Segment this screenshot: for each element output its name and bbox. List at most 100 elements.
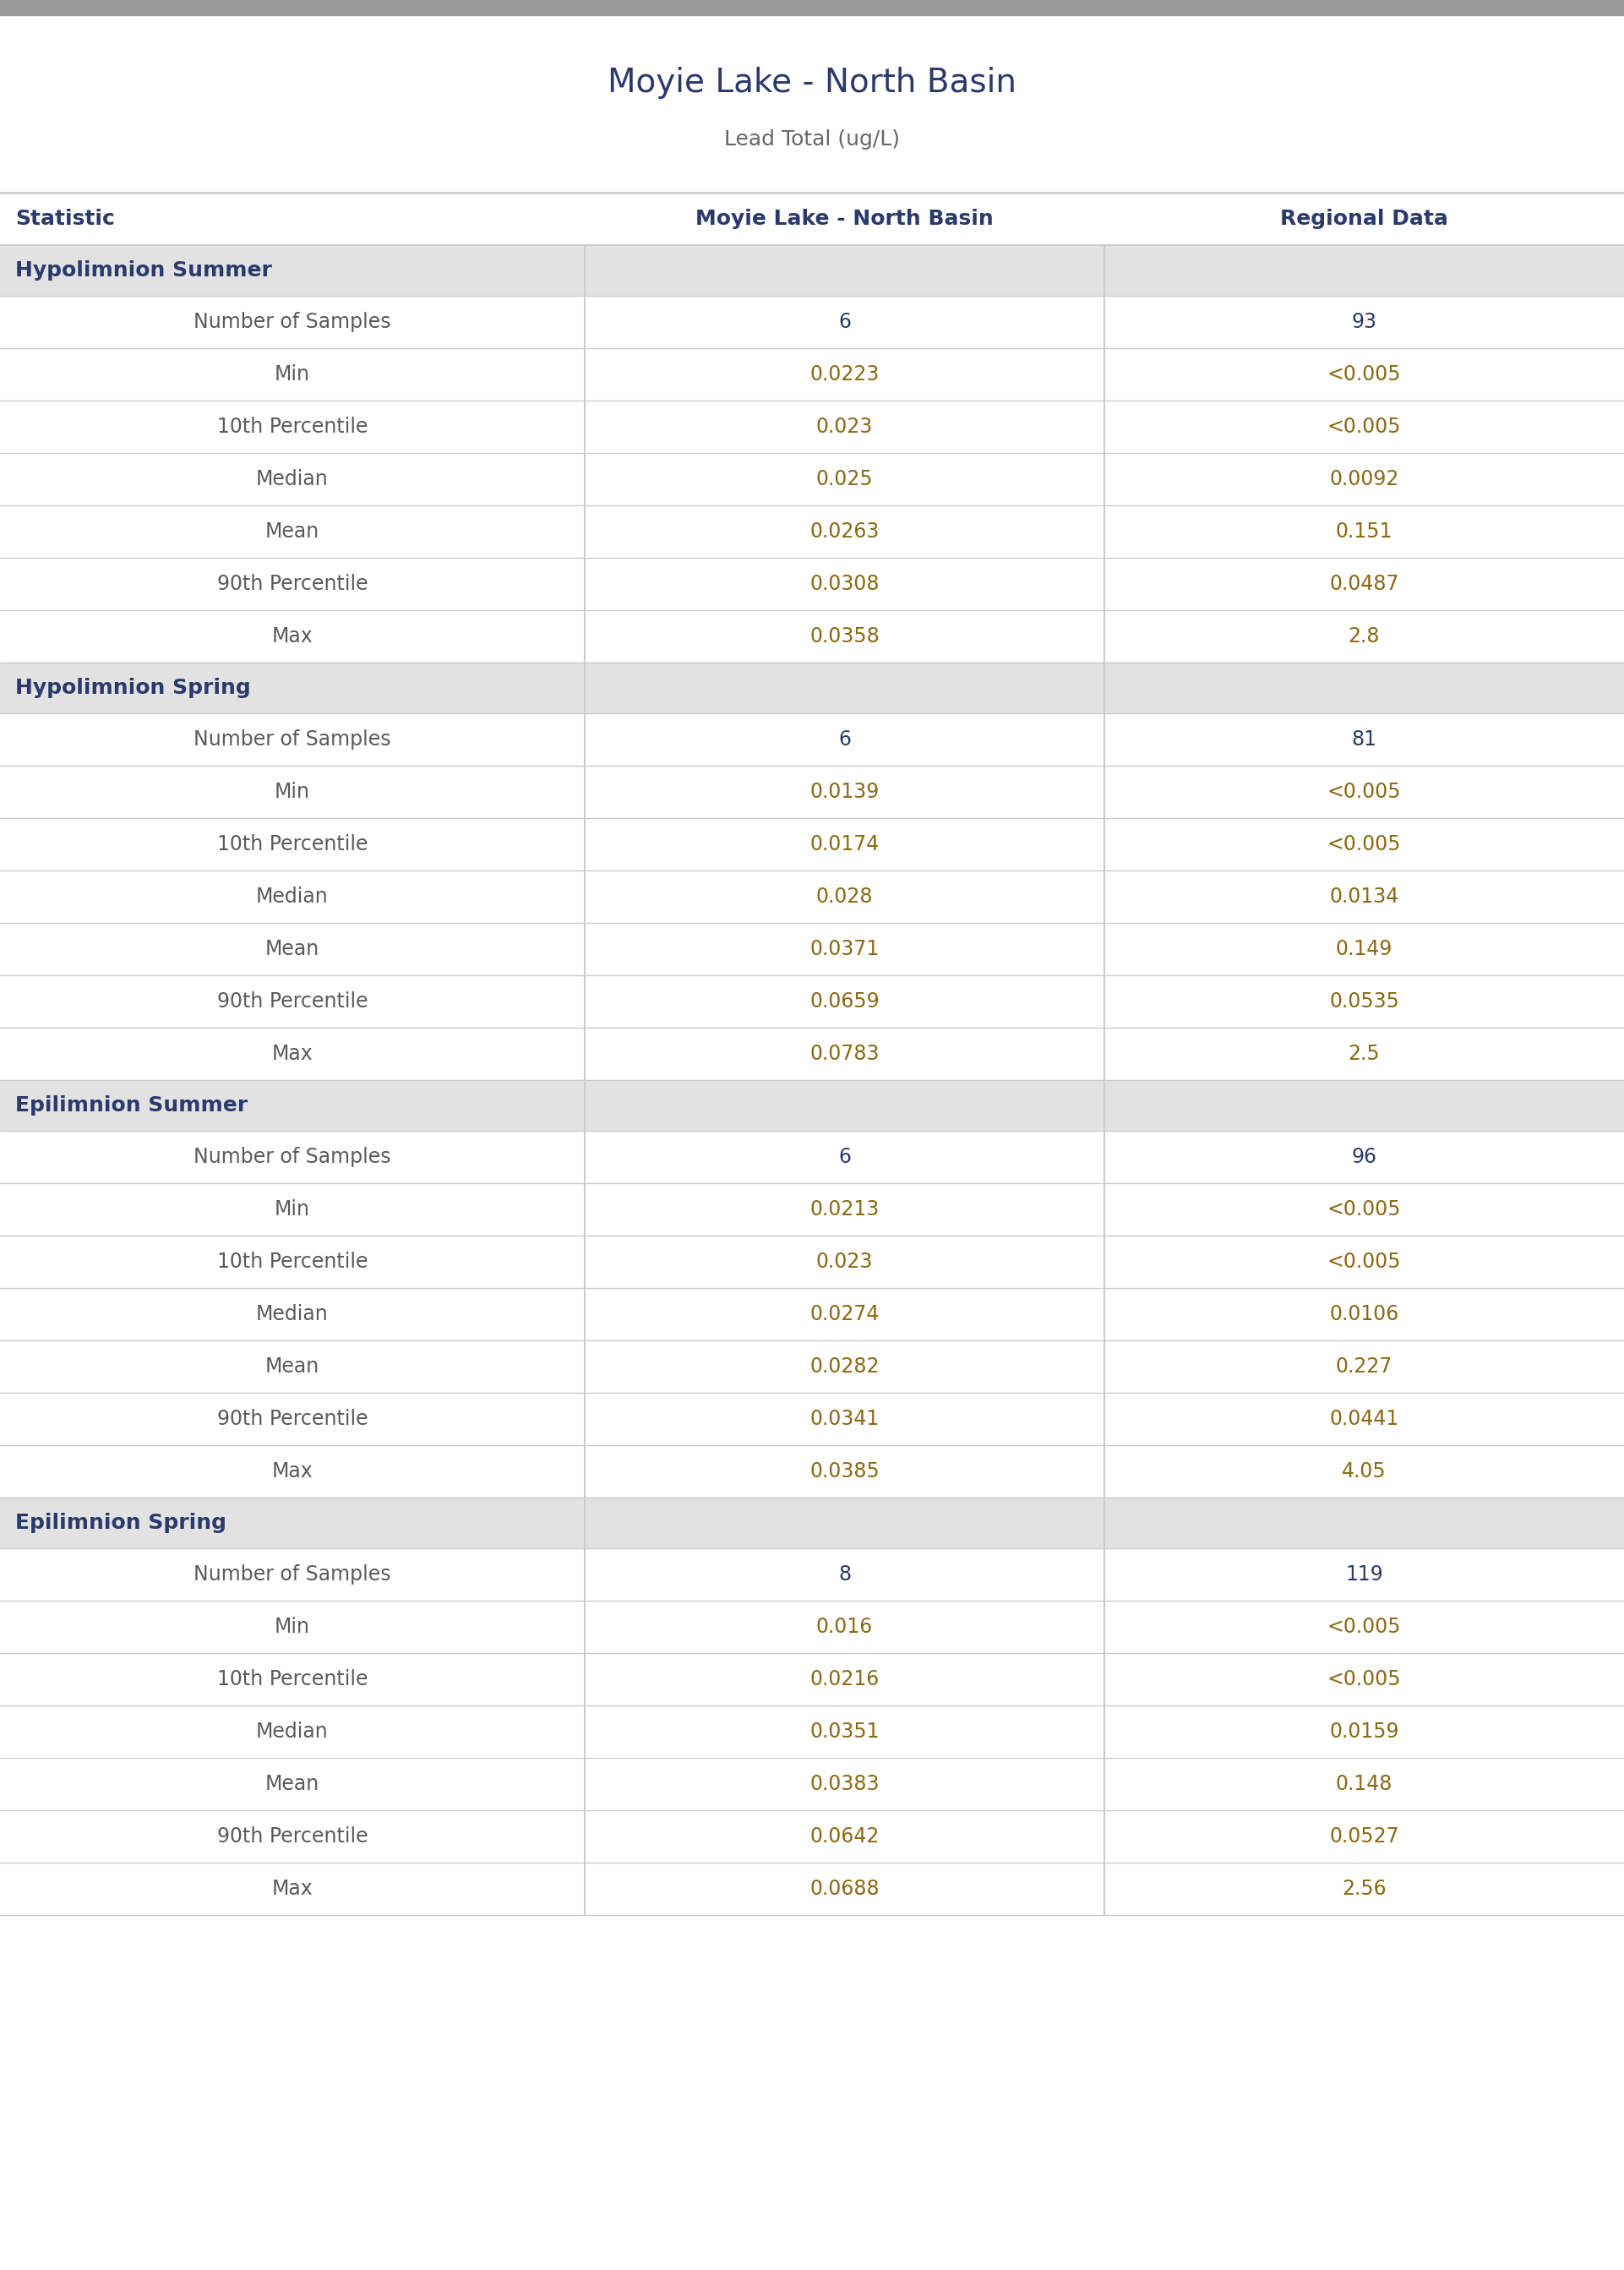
Text: 0.0174: 0.0174: [810, 833, 879, 854]
Bar: [0, 817, 1624, 869]
Text: 0.016: 0.016: [817, 1616, 872, 1637]
Text: 0.227: 0.227: [1335, 1357, 1393, 1376]
Text: 0.0092: 0.0092: [1330, 470, 1398, 490]
Bar: [0, 1653, 1624, 1705]
Text: Max: Max: [271, 1880, 313, 1900]
Text: <0.005: <0.005: [1327, 363, 1402, 384]
Text: 96: 96: [1351, 1146, 1377, 1167]
Text: Min: Min: [274, 1616, 310, 1637]
Bar: [0, 1757, 1624, 1809]
Bar: [0, 1130, 1624, 1183]
Bar: [0, 1864, 1624, 1916]
Bar: [0, 0, 1624, 16]
Bar: [0, 611, 1624, 663]
Text: Max: Max: [271, 627, 313, 647]
Bar: [0, 16, 1624, 193]
Text: <0.005: <0.005: [1327, 418, 1402, 436]
Text: Median: Median: [257, 888, 328, 906]
Text: 0.0134: 0.0134: [1330, 888, 1398, 906]
Text: 6: 6: [838, 311, 851, 331]
Text: 90th Percentile: 90th Percentile: [218, 992, 367, 1012]
Text: 0.0213: 0.0213: [810, 1199, 879, 1219]
Text: 2.5: 2.5: [1348, 1044, 1380, 1065]
Bar: [0, 765, 1624, 817]
Text: 0.0383: 0.0383: [810, 1773, 879, 1793]
Bar: [0, 506, 1624, 558]
Text: Min: Min: [274, 781, 310, 801]
Bar: [0, 1028, 1624, 1081]
Text: 0.023: 0.023: [815, 418, 874, 436]
Text: 0.023: 0.023: [815, 1251, 874, 1271]
Bar: [0, 1446, 1624, 1498]
Text: 0.148: 0.148: [1335, 1773, 1393, 1793]
Bar: [0, 1809, 1624, 1864]
Bar: [0, 1339, 1624, 1394]
Text: 0.0159: 0.0159: [1330, 1721, 1398, 1741]
Text: 6: 6: [838, 729, 851, 749]
Text: 0.0385: 0.0385: [809, 1462, 880, 1482]
Text: Min: Min: [274, 1199, 310, 1219]
Text: 0.0659: 0.0659: [810, 992, 879, 1012]
Text: 0.028: 0.028: [815, 888, 874, 906]
Bar: [0, 1498, 1624, 1548]
Bar: [0, 400, 1624, 454]
Text: Max: Max: [271, 1044, 313, 1065]
Text: Median: Median: [257, 1303, 328, 1323]
Text: Mean: Mean: [265, 1773, 320, 1793]
Text: 0.0441: 0.0441: [1330, 1410, 1398, 1430]
Text: 93: 93: [1351, 311, 1377, 331]
Text: 0.0688: 0.0688: [810, 1880, 879, 1900]
Text: Statistic: Statistic: [15, 209, 115, 229]
Text: 90th Percentile: 90th Percentile: [218, 1827, 367, 1846]
Text: 90th Percentile: 90th Percentile: [218, 574, 367, 595]
Bar: [0, 1705, 1624, 1757]
Text: Number of Samples: Number of Samples: [193, 729, 391, 749]
Text: 0.0535: 0.0535: [1328, 992, 1400, 1012]
Text: Min: Min: [274, 363, 310, 384]
Text: Number of Samples: Number of Samples: [193, 1564, 391, 1584]
Text: Max: Max: [271, 1462, 313, 1482]
Text: Number of Samples: Number of Samples: [193, 1146, 391, 1167]
Text: 10th Percentile: 10th Percentile: [218, 418, 367, 436]
Text: 0.0139: 0.0139: [810, 781, 879, 801]
Text: <0.005: <0.005: [1327, 1616, 1402, 1637]
Text: 8: 8: [838, 1564, 851, 1584]
Text: <0.005: <0.005: [1327, 833, 1402, 854]
Text: 6: 6: [838, 1146, 851, 1167]
Bar: [0, 1183, 1624, 1235]
Text: Regional Data: Regional Data: [1280, 209, 1449, 229]
Text: <0.005: <0.005: [1327, 781, 1402, 801]
Text: <0.005: <0.005: [1327, 1668, 1402, 1689]
Text: 10th Percentile: 10th Percentile: [218, 1251, 367, 1271]
Text: Number of Samples: Number of Samples: [193, 311, 391, 331]
Text: 2.8: 2.8: [1348, 627, 1380, 647]
Text: 0.0282: 0.0282: [810, 1357, 879, 1376]
Text: 10th Percentile: 10th Percentile: [218, 833, 367, 854]
Bar: [0, 1394, 1624, 1446]
Text: Mean: Mean: [265, 1357, 320, 1376]
Text: 2.56: 2.56: [1341, 1880, 1387, 1900]
Text: 0.0106: 0.0106: [1330, 1303, 1398, 1323]
Text: 0.0223: 0.0223: [810, 363, 879, 384]
Bar: [0, 1548, 1624, 1600]
Bar: [0, 1916, 1624, 2270]
Bar: [0, 295, 1624, 347]
Text: <0.005: <0.005: [1327, 1251, 1402, 1271]
Text: 0.0527: 0.0527: [1330, 1827, 1398, 1846]
Text: Mean: Mean: [265, 522, 320, 543]
Bar: [0, 558, 1624, 611]
Text: <0.005: <0.005: [1327, 1199, 1402, 1219]
Bar: [0, 1081, 1624, 1130]
Text: 0.149: 0.149: [1337, 940, 1392, 960]
Text: 0.0263: 0.0263: [810, 522, 879, 543]
Bar: [0, 713, 1624, 765]
Bar: [0, 245, 1624, 295]
Bar: [0, 1287, 1624, 1339]
Bar: [0, 869, 1624, 924]
Text: 0.0371: 0.0371: [810, 940, 879, 960]
Text: 0.151: 0.151: [1335, 522, 1393, 543]
Bar: [0, 1600, 1624, 1653]
Text: 0.0274: 0.0274: [810, 1303, 879, 1323]
Text: 0.0487: 0.0487: [1330, 574, 1398, 595]
Text: 0.0216: 0.0216: [810, 1668, 879, 1689]
